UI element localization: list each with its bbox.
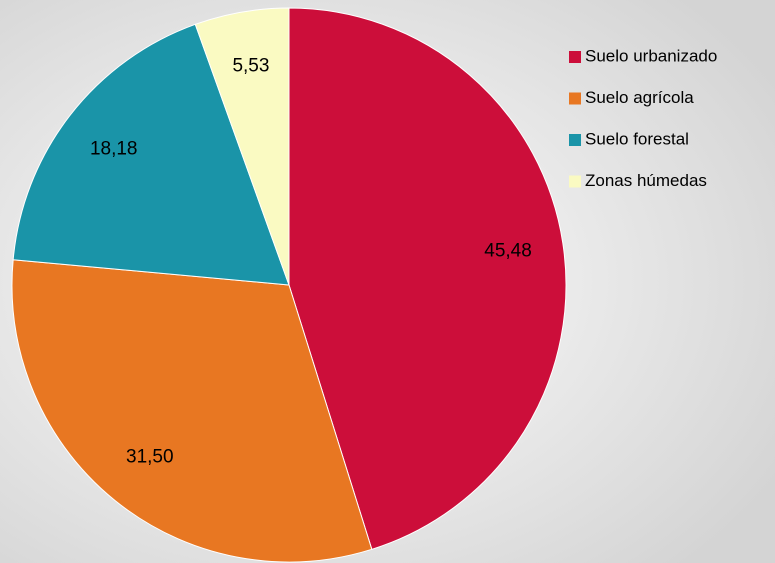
- value-label: 31,50: [126, 446, 174, 467]
- legend-swatch: [569, 175, 581, 188]
- value-label: 5,53: [232, 56, 269, 77]
- legend-swatch: [569, 134, 581, 146]
- pie-slice: [194, 7, 290, 286]
- legend-label: Suelo agrícola: [585, 88, 694, 107]
- legend-swatch: [569, 92, 581, 105]
- legend-label: Suelo forestal: [585, 129, 689, 148]
- legend: Suelo urbanizado Suelo agrícola Suelo fore…: [569, 46, 717, 190]
- pie-slice: [12, 23, 290, 286]
- pie-slice: [11, 259, 373, 563]
- value-label: 45,48: [484, 241, 532, 262]
- legend-label: Zonas húmedas: [585, 171, 707, 190]
- pie-slice: [288, 7, 567, 550]
- legend-label: Suelo urbanizado: [585, 46, 717, 65]
- legend-swatch: [569, 51, 581, 63]
- value-label: 18,18: [90, 138, 138, 159]
- pie: 45,48 31,50 18,18 5,53: [11, 7, 567, 563]
